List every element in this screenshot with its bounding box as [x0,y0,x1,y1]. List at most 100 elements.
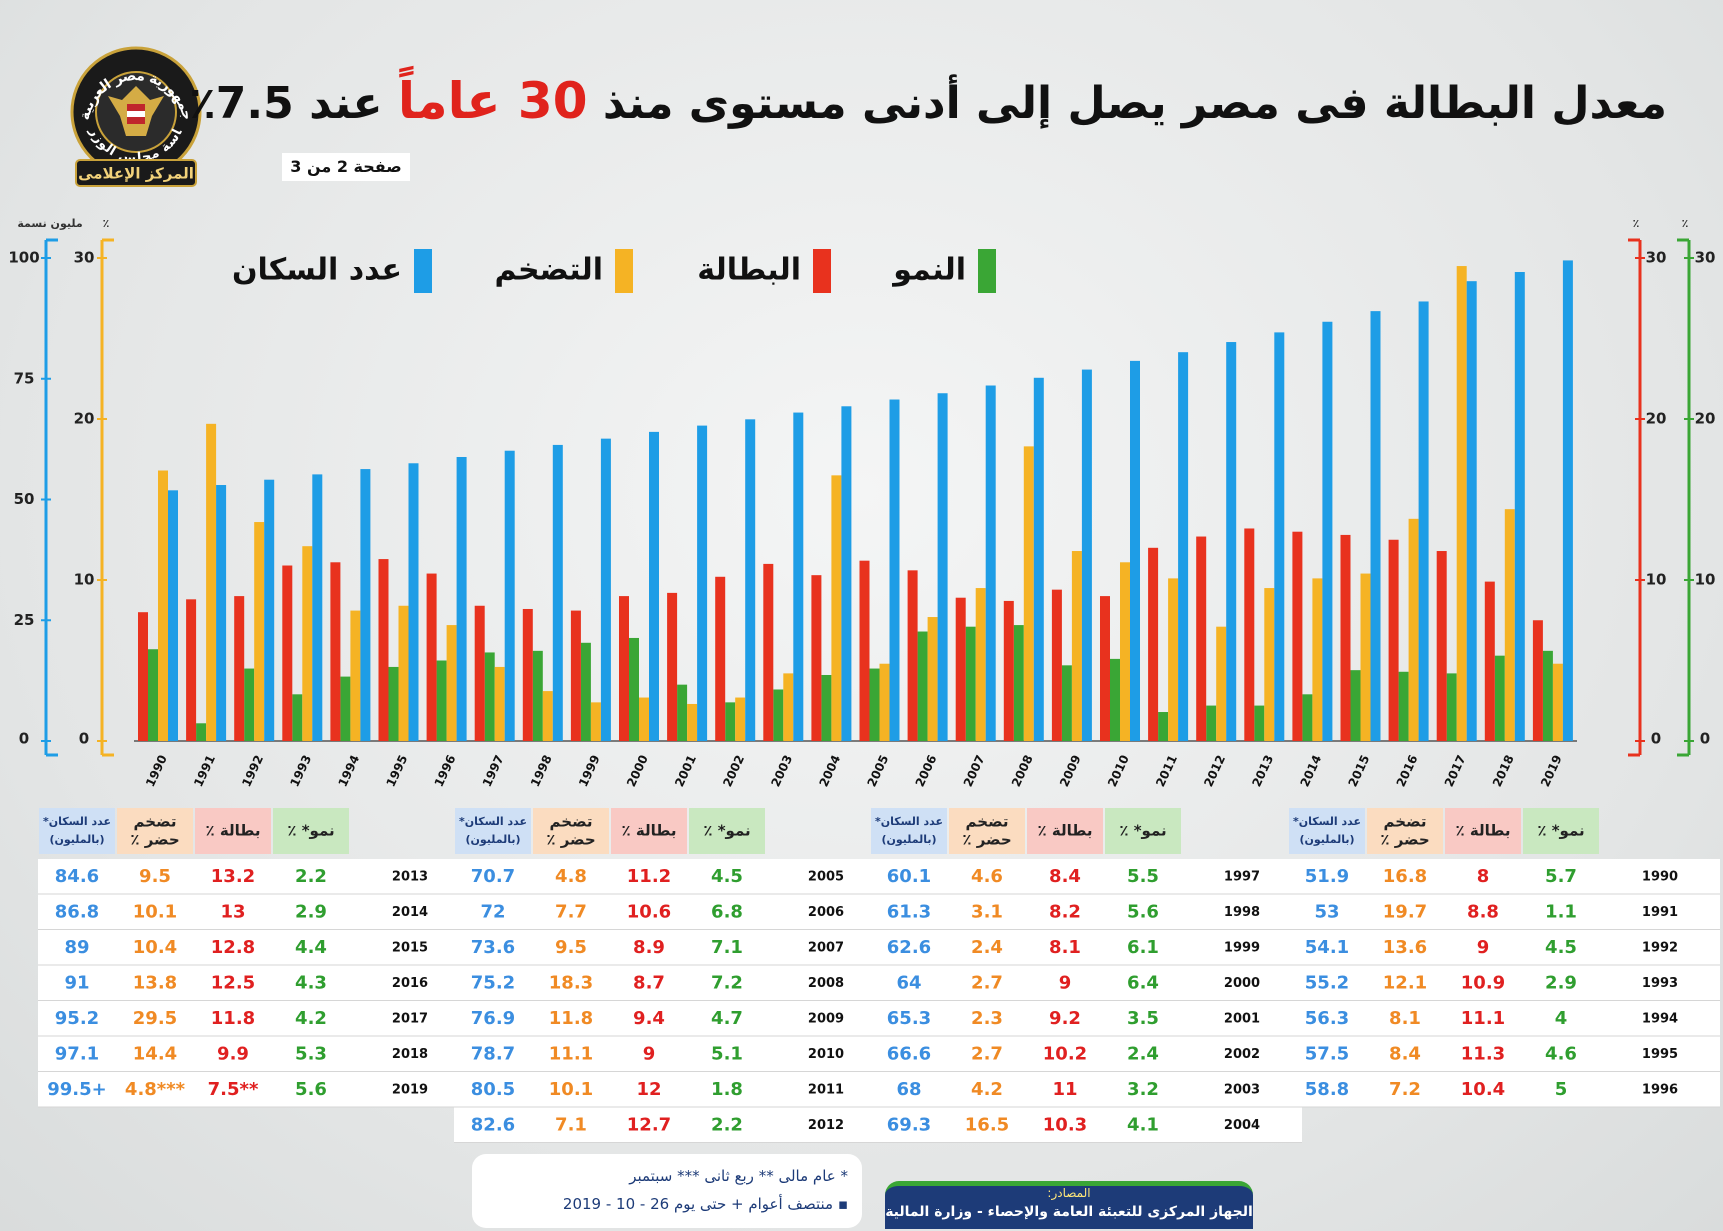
bar [388,666,399,741]
logo: جمهورية مصر العربية رئاسة مجلس الوزراء ا… [0,0,202,187]
cell-year: 2011 [808,1082,844,1097]
cell-value: 12.7 [627,1114,671,1135]
row [1288,859,1720,894]
bar [821,674,832,741]
cell-value: 29.5 [133,1008,177,1029]
header-cell [39,808,115,854]
cell-value: 80.5 [471,1079,515,1100]
cell-year: 2001 [1224,1011,1260,1026]
y-tick-label: 20 [1695,410,1716,428]
bar [1264,588,1275,741]
cell-value: 13 [220,901,245,922]
y-tick-label: 20 [74,410,95,428]
cell-value: 2.4 [1127,1043,1159,1064]
bar [1196,536,1207,741]
bar [340,676,351,741]
cell-value: 10.1 [133,901,177,922]
bar [1254,705,1265,741]
legend-item: النمو [891,249,996,293]
x-tick-label: 2007 [961,753,988,789]
title: معدل البطالة فى مصر يصل إلى أدنى مستوى م… [189,72,1667,130]
row [870,930,1302,965]
cell-value: 3.5 [1127,1008,1159,1029]
bar [1081,369,1092,741]
cell-value: 70.7 [471,866,515,887]
legend-swatch [813,249,831,293]
cell-value: 7.1 [555,1114,587,1135]
x-tick-label: 1992 [239,753,266,789]
cell-year: 1996 [1642,1082,1678,1097]
cell-value: 9.2 [1049,1008,1081,1029]
bar [254,522,265,741]
header-cell [949,808,1025,854]
cell-value: 12.5 [211,972,255,993]
bar [216,485,227,741]
bar [542,691,553,741]
cell-value: 91 [64,972,89,993]
cell-value: 7.5** [208,1079,259,1100]
row [1288,930,1720,965]
row [38,1001,470,1036]
bar [1013,625,1024,741]
header-cell [533,808,609,854]
x-tick-label: 2018 [1490,753,1517,789]
bar [148,649,158,741]
header-text: حضر ٪ [962,831,1011,849]
bar [532,650,543,741]
cell-year: 2013 [392,869,428,884]
cell-year: 1995 [1642,1047,1678,1062]
cell-value: 7.2 [711,972,743,993]
bar [436,660,447,741]
bar [360,469,371,741]
bar [1148,547,1159,741]
header-cell [273,808,349,854]
cell-value: 11.3 [1461,1043,1505,1064]
cell-value: 73.6 [471,937,515,958]
row [38,1036,470,1071]
bar [1552,663,1563,741]
header-text: عدد السكان* [875,815,943,828]
cell-value: 5.6 [295,1079,327,1100]
cell-value: 11.8 [549,1008,593,1029]
header-cell [117,808,193,854]
title-part: معدل البطالة فى مصر يصل إلى أدنى مستوى م… [602,78,1667,129]
cell-value: 62.6 [887,937,931,958]
cell-year: 2009 [808,1011,844,1026]
x-tick-label: 1990 [143,753,170,789]
x-tick-label: 2019 [1538,753,1565,789]
x-tick-label: 1991 [191,753,218,789]
header-text: تضخم [1384,813,1427,831]
bar [811,575,822,741]
cell-value: 10.3 [1043,1114,1087,1135]
cell-value: 97.1 [55,1043,99,1064]
x-tick-label: 1997 [480,753,507,789]
x-tick-label: 1998 [528,753,555,789]
bar [158,470,168,741]
cell-year: 2005 [808,869,844,884]
cell-year: 1994 [1642,1011,1678,1026]
bar [1244,528,1255,741]
cell-value: 4.2 [971,1079,1003,1100]
sources: المصادر: الجهاز المركزى للتعبئة العامة وا… [885,1181,1253,1229]
cell-value: 64 [896,972,921,993]
bar [282,565,293,741]
bar [667,592,678,741]
footnotes: * عام مالى ** ربع ثانى *** سبتمبر ▪ منتصف… [472,1154,862,1228]
bar [859,560,870,741]
cell-value: 8.4 [1389,1043,1421,1064]
row [454,965,886,1000]
header-text: نمو* ٪ [287,822,334,840]
axis-unit: ٪ [1633,217,1640,230]
cell-year: 1993 [1642,976,1678,991]
row [38,859,470,894]
header-text: بطالة ٪ [1456,822,1511,840]
x-tick-label: 2015 [1346,753,1373,789]
row [454,1072,886,1107]
bar [1370,311,1381,741]
cell-value: 12 [636,1079,661,1100]
cell-value: 8.2 [1049,901,1081,922]
cell-value: 9 [1059,972,1072,993]
note: ▪ منتصف أعوام + حتى يوم 26 - 10 - 2019 [562,1195,848,1213]
y-tick-label: 75 [14,369,35,387]
